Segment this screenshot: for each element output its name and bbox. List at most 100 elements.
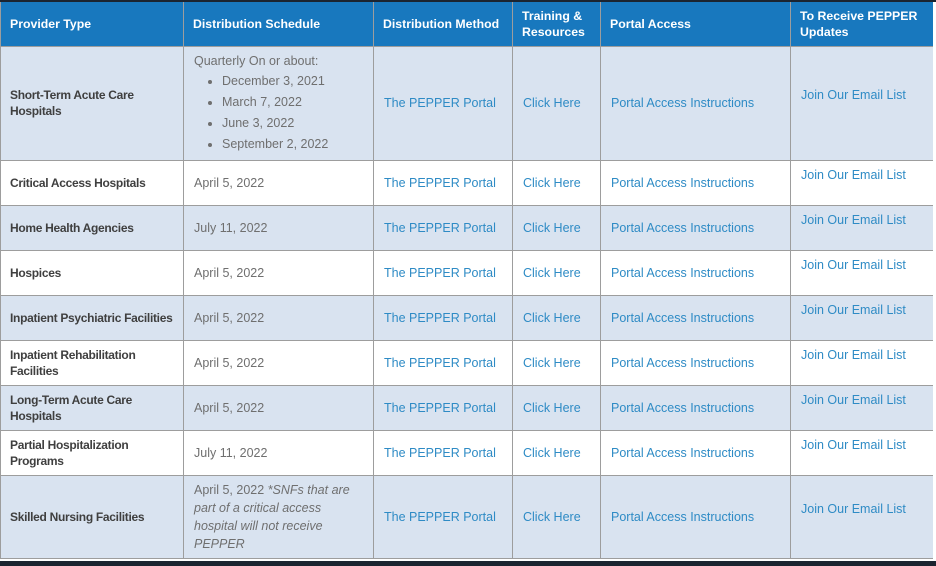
click-here-link[interactable]: Click Here	[523, 310, 581, 325]
schedule-intro: Quarterly On or about:	[194, 53, 319, 68]
distribution-schedule-cell: April 5, 2022	[183, 294, 374, 341]
provider-type-cell: Home Health Agencies	[0, 204, 184, 251]
click-here-link[interactable]: Click Here	[523, 509, 581, 524]
join-email-list-link[interactable]: Join Our Email List	[801, 392, 906, 407]
portal-access-cell: Portal Access Instructions	[600, 384, 791, 431]
distribution-schedule-cell: Quarterly On or about: December 3, 2021Ma…	[183, 45, 374, 161]
join-email-list-link[interactable]: Join Our Email List	[801, 167, 906, 182]
click-here-link[interactable]: Click Here	[523, 265, 581, 280]
pepper-portal-link[interactable]: The PEPPER Portal	[384, 400, 496, 415]
join-email-list-link[interactable]: Join Our Email List	[801, 212, 906, 227]
schedule-date: July 11, 2022	[194, 220, 268, 235]
updates-cell: Join Our Email List	[790, 45, 933, 161]
distribution-schedule-cell: July 11, 2022	[183, 429, 374, 476]
table-row: Inpatient Rehabilitation Facilities April…	[0, 339, 933, 386]
distribution-schedule-cell: April 5, 2022	[183, 384, 374, 431]
table-body: Short-Term Acute Care Hospitals Quarterly…	[0, 45, 933, 559]
table-row: Long-Term Acute Care Hospitals April 5, 2…	[0, 384, 933, 431]
updates-cell: Join Our Email List	[790, 429, 933, 476]
provider-type-cell: Hospices	[0, 249, 184, 296]
portal-access-instructions-link[interactable]: Portal Access Instructions	[611, 355, 755, 370]
distribution-method-cell: The PEPPER Portal	[373, 384, 513, 431]
schedule-date: December 3, 2021	[222, 71, 363, 92]
click-here-link[interactable]: Click Here	[523, 96, 581, 110]
table-row: Home Health Agencies July 11, 2022 The PEP…	[0, 204, 933, 251]
distribution-method-cell: The PEPPER Portal	[373, 159, 513, 206]
portal-access-cell: Portal Access Instructions	[600, 249, 791, 296]
portal-access-instructions-link[interactable]: Portal Access Instructions	[611, 175, 755, 190]
pepper-portal-link[interactable]: The PEPPER Portal	[384, 220, 496, 235]
training-resources-cell: Click Here	[512, 294, 601, 341]
distribution-method-cell: The PEPPER Portal	[373, 45, 513, 161]
updates-cell: Join Our Email List	[790, 339, 933, 386]
provider-type-cell: Short-Term Acute Care Hospitals	[0, 45, 184, 161]
join-email-list-link[interactable]: Join Our Email List	[801, 257, 906, 272]
schedule-date: March 7, 2022	[222, 92, 363, 113]
portal-access-instructions-link[interactable]: Portal Access Instructions	[611, 265, 755, 280]
portal-access-instructions-link[interactable]: Portal Access Instructions	[611, 445, 755, 460]
portal-access-cell: Portal Access Instructions	[600, 339, 791, 386]
portal-access-instructions-link[interactable]: Portal Access Instructions	[611, 220, 755, 235]
distribution-method-cell: The PEPPER Portal	[373, 339, 513, 386]
provider-type-cell: Inpatient Psychiatric Facilities	[0, 294, 184, 341]
portal-access-instructions-link[interactable]: Portal Access Instructions	[611, 509, 755, 524]
join-email-list-link[interactable]: Join Our Email List	[801, 88, 906, 102]
schedule-date: April 5, 2022	[194, 355, 265, 370]
portal-access-instructions-link[interactable]: Portal Access Instructions	[611, 96, 755, 110]
distribution-method-cell: The PEPPER Portal	[373, 294, 513, 341]
portal-access-cell: Portal Access Instructions	[600, 429, 791, 476]
pepper-portal-link[interactable]: The PEPPER Portal	[384, 265, 496, 280]
click-here-link[interactable]: Click Here	[523, 220, 581, 235]
click-here-link[interactable]: Click Here	[523, 175, 581, 190]
distribution-schedule-cell: April 5, 2022	[183, 249, 374, 296]
schedule-date: June 3, 2022	[222, 113, 363, 134]
header-row: Provider Type Distribution Schedule Dist…	[0, 2, 933, 47]
portal-access-cell: Portal Access Instructions	[600, 474, 791, 559]
top-edge-bar	[0, 0, 936, 2]
join-email-list-link[interactable]: Join Our Email List	[801, 347, 906, 362]
updates-cell: Join Our Email List	[790, 249, 933, 296]
table-row: Short-Term Acute Care Hospitals Quarterly…	[0, 45, 933, 161]
pepper-portal-link[interactable]: The PEPPER Portal	[384, 355, 496, 370]
join-email-list-link[interactable]: Join Our Email List	[801, 302, 906, 317]
training-resources-cell: Click Here	[512, 45, 601, 161]
portal-access-cell: Portal Access Instructions	[600, 204, 791, 251]
updates-cell: Join Our Email List	[790, 384, 933, 431]
schedule-date: April 5, 2022	[194, 400, 265, 415]
training-resources-cell: Click Here	[512, 384, 601, 431]
pepper-portal-link[interactable]: The PEPPER Portal	[384, 175, 496, 190]
click-here-link[interactable]: Click Here	[523, 355, 581, 370]
pepper-portal-link[interactable]: The PEPPER Portal	[384, 445, 496, 460]
pepper-portal-link[interactable]: The PEPPER Portal	[384, 310, 496, 325]
column-header-distribution-method: Distribution Method	[373, 2, 513, 47]
distribution-schedule-cell: April 5, 2022	[183, 339, 374, 386]
join-email-list-link[interactable]: Join Our Email List	[801, 501, 906, 516]
table-row: Hospices April 5, 2022 The PEPPER Portal Cl…	[0, 249, 933, 296]
updates-cell: Join Our Email List	[790, 294, 933, 341]
distribution-method-cell: The PEPPER Portal	[373, 204, 513, 251]
schedule-date: September 2, 2022	[222, 134, 363, 155]
pepper-portal-link[interactable]: The PEPPER Portal	[384, 509, 496, 524]
table-row: Critical Access Hospitals April 5, 2022 Th…	[0, 159, 933, 206]
portal-access-instructions-link[interactable]: Portal Access Instructions	[611, 400, 755, 415]
distribution-schedule-cell: July 11, 2022	[183, 204, 374, 251]
click-here-link[interactable]: Click Here	[523, 445, 581, 460]
training-resources-cell: Click Here	[512, 249, 601, 296]
pepper-portal-link[interactable]: The PEPPER Portal	[384, 96, 496, 110]
schedule-date: July 11, 2022	[194, 445, 268, 460]
portal-access-instructions-link[interactable]: Portal Access Instructions	[611, 310, 755, 325]
table-row: Skilled Nursing Facilities April 5, 2022 …	[0, 474, 933, 559]
join-email-list-link[interactable]: Join Our Email List	[801, 437, 906, 452]
table-row: Inpatient Psychiatric Facilities April 5,…	[0, 294, 933, 341]
schedule-date: April 5, 2022	[194, 265, 265, 280]
portal-access-cell: Portal Access Instructions	[600, 45, 791, 161]
click-here-link[interactable]: Click Here	[523, 400, 581, 415]
column-header-provider-type: Provider Type	[0, 2, 184, 47]
schedule-date: April 5, 2022	[194, 175, 265, 190]
updates-cell: Join Our Email List	[790, 159, 933, 206]
bottom-edge-bar	[0, 560, 936, 566]
training-resources-cell: Click Here	[512, 429, 601, 476]
provider-type-cell: Long-Term Acute Care Hospitals	[0, 384, 184, 431]
provider-type-cell: Inpatient Rehabilitation Facilities	[0, 339, 184, 386]
